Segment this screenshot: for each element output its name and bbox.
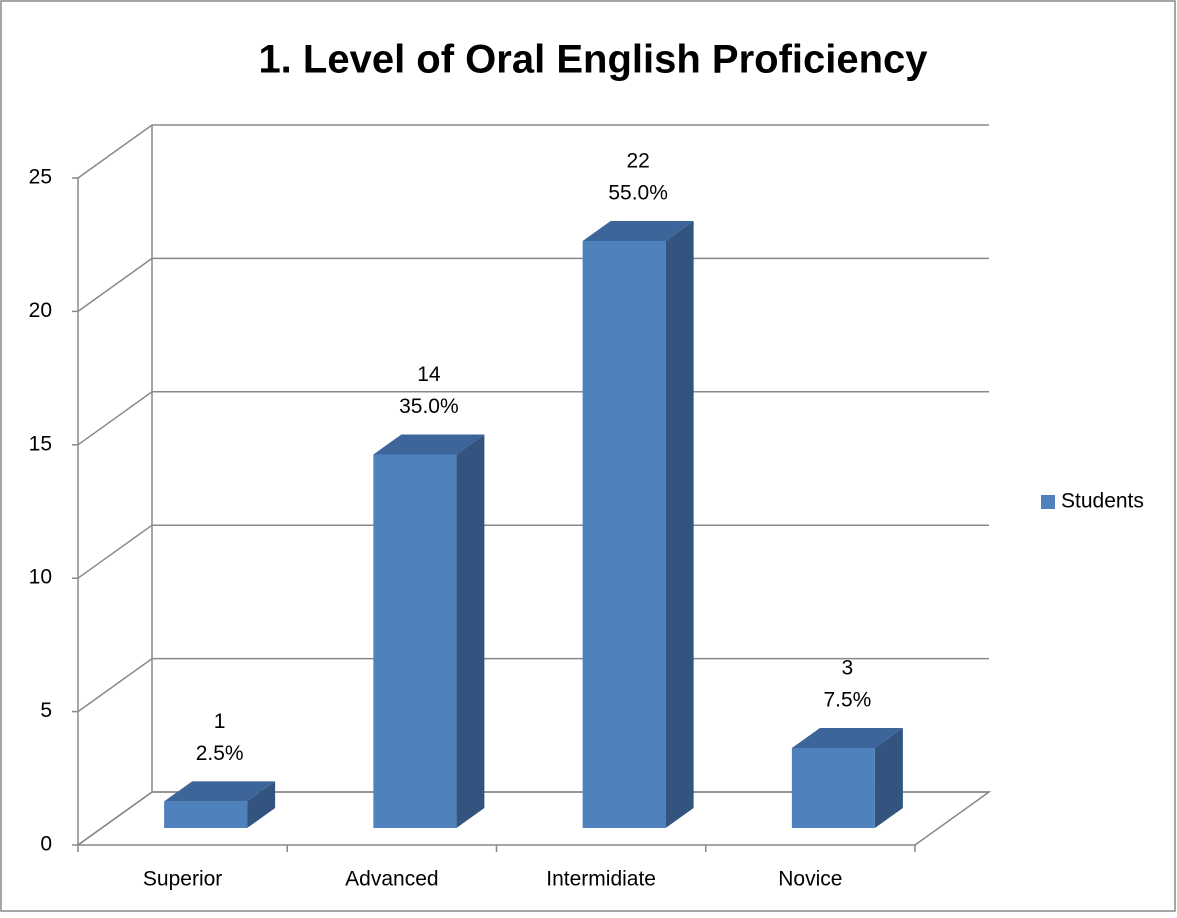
y-tick-label: 20 [29,299,52,322]
percentage-label: 2.5% [196,742,244,765]
x-tick-label: Intermidiate [546,868,656,891]
grid-line [77,391,989,446]
bar [582,241,666,829]
legend-swatch [1041,495,1055,509]
percentage-label: 7.5% [823,689,871,712]
bar-side [456,434,485,828]
bar-top [164,781,276,802]
x-tick-label: Novice [778,868,842,891]
chart-title: 1. Level of Oral English Proficiency [258,38,928,82]
bar-top [373,434,485,455]
grid-line [77,524,989,579]
data-label: 1 [214,710,226,733]
y-tick-label: 10 [29,566,52,589]
grid-line [77,657,989,713]
x-tick-label: Advanced [345,868,438,891]
bar-side [247,781,276,828]
grid-line [77,124,989,179]
data-label: 22 [626,150,649,173]
bar-side [874,727,903,828]
y-tick-label: 15 [29,432,52,455]
bar [164,801,248,828]
y-tick-label: 0 [40,833,52,856]
legend-label: Students [1061,490,1144,513]
percentage-label: 35.0% [399,395,459,418]
data-label: 3 [842,657,854,680]
grid-line [77,257,989,313]
bar-top [791,727,903,748]
bar-side [665,221,694,829]
bar [791,747,875,828]
bar [373,454,457,828]
y-tick-label: 25 [29,166,52,189]
x-tick-label: Superior [143,868,222,891]
bar-top [582,221,694,242]
grid-line [77,791,989,846]
data-label: 14 [417,363,441,386]
percentage-label: 55.0% [608,182,668,205]
y-tick-label: 5 [40,699,52,722]
